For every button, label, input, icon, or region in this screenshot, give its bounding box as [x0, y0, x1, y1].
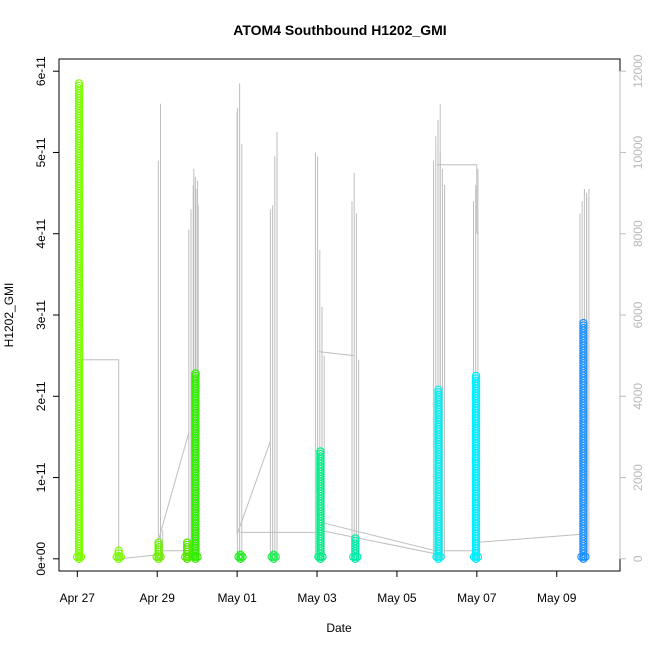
data-point — [191, 369, 200, 378]
data-point — [579, 321, 588, 330]
y-axis-right: 0 2000 4000 6000 8000 10000 12000 — [619, 54, 645, 562]
data-point — [434, 390, 443, 399]
x-tick-label: May 07 — [457, 591, 497, 605]
point-cluster — [314, 447, 327, 564]
point-cluster — [189, 369, 202, 564]
point-cluster — [432, 385, 445, 564]
secondary-connector-line — [118, 554, 159, 560]
secondary-connector-line — [318, 351, 354, 357]
data-point — [74, 81, 84, 91]
point-cluster — [577, 318, 590, 564]
data-point — [351, 534, 360, 543]
y2-tick-label: 6000 — [631, 301, 645, 328]
data-point — [436, 552, 445, 562]
data-point — [351, 536, 360, 546]
data-point — [182, 540, 192, 550]
point-cluster — [152, 538, 165, 564]
data-point — [316, 447, 325, 456]
data-point — [156, 552, 165, 562]
data-point — [238, 552, 247, 562]
x-tick-label: Apr 27 — [60, 591, 96, 605]
y2-tick-label: 8000 — [631, 220, 645, 247]
data-point — [74, 84, 84, 93]
data-point — [353, 552, 362, 562]
chart-title: ATOM4 Southbound H1202_GMI — [233, 22, 446, 38]
x-axis: Apr 27 Apr 29 May 01 May 03 May 05 May 07 May … — [60, 571, 577, 605]
data-point — [471, 374, 481, 383]
data-point — [316, 449, 325, 459]
primary-series-points — [72, 79, 590, 564]
y-tick-label: 0e+00 — [34, 542, 48, 576]
y2-tick-label: 4000 — [631, 383, 645, 410]
y-tick-label: 4e-11 — [34, 218, 48, 248]
data-point — [154, 540, 163, 550]
data-point — [579, 323, 588, 333]
data-point — [182, 538, 192, 547]
data-point — [182, 543, 192, 552]
data-point — [154, 543, 163, 552]
data-point — [579, 318, 588, 328]
secondary-connector-line — [320, 521, 436, 552]
point-cluster — [349, 534, 362, 564]
data-point — [154, 538, 163, 547]
y-axis-left: 0e+00 1e-11 2e-11 3e-11 4e-11 5e-11 6e-11 — [34, 56, 59, 576]
data-point — [318, 552, 327, 562]
data-point — [473, 552, 483, 562]
secondary-connector-line — [436, 164, 478, 234]
point-cluster — [72, 79, 86, 564]
x-tick-label: May 09 — [537, 591, 577, 605]
y-tick-label: 5e-11 — [34, 137, 48, 167]
point-cluster — [234, 550, 247, 564]
data-point — [434, 385, 443, 394]
y-axis-label: H1202_GMI — [2, 283, 16, 348]
data-point — [193, 552, 202, 562]
secondary-connector-line — [320, 529, 441, 556]
y2-tick-label: 2000 — [631, 464, 645, 491]
secondary-connector-line — [473, 533, 581, 544]
x-tick-label: May 01 — [217, 591, 257, 605]
y-tick-label: 2e-11 — [34, 381, 48, 411]
secondary-connector-line — [236, 440, 271, 535]
x-tick-label: May 03 — [297, 591, 337, 605]
y2-tick-label: 12000 — [631, 54, 645, 88]
data-point — [74, 79, 84, 88]
secondary-connector-line — [79, 359, 120, 559]
y-tick-label: 6e-11 — [34, 56, 48, 86]
x-axis-label: Date — [326, 621, 352, 635]
data-point — [581, 552, 590, 562]
point-cluster — [112, 546, 125, 564]
data-point — [471, 376, 481, 386]
data-point — [471, 371, 481, 381]
y2-tick-label: 0 — [631, 555, 645, 562]
point-cluster — [267, 550, 280, 564]
data-point — [434, 388, 443, 397]
data-point — [351, 539, 360, 548]
x-tick-label: May 05 — [377, 591, 417, 605]
data-point — [271, 552, 280, 562]
data-point — [116, 552, 125, 562]
point-cluster — [469, 371, 483, 564]
y-tick-label: 1e-11 — [34, 462, 48, 492]
secondary-connector-line — [158, 432, 190, 539]
y2-tick-label: 10000 — [631, 135, 645, 169]
data-point — [316, 452, 325, 461]
data-point — [191, 371, 200, 381]
y-tick-label: 3e-11 — [34, 300, 48, 330]
data-point — [76, 552, 86, 562]
x-tick-label: Apr 29 — [140, 591, 176, 605]
data-point — [191, 374, 200, 383]
